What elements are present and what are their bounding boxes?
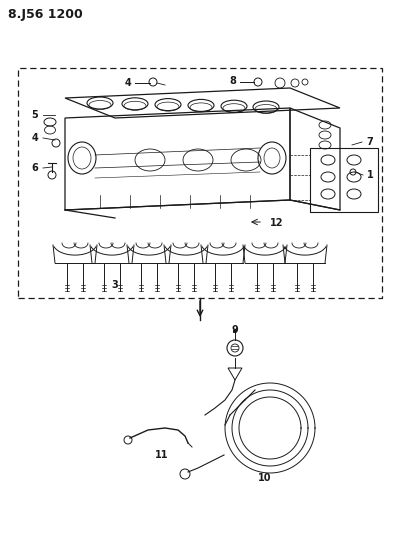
Text: 3: 3 [112, 280, 118, 290]
Text: 10: 10 [258, 473, 272, 483]
Text: 7: 7 [367, 137, 373, 147]
Bar [18, 68, 382, 298]
Circle shape [234, 329, 236, 333]
Text: 1: 1 [367, 170, 373, 180]
Text: 11: 11 [155, 450, 169, 460]
Text: 8: 8 [230, 76, 236, 86]
Text: 9: 9 [232, 325, 238, 335]
Text: 4: 4 [125, 78, 131, 88]
Text: 5: 5 [32, 110, 38, 120]
Text: 4: 4 [32, 133, 38, 143]
Text: 6: 6 [32, 163, 38, 173]
Text: 12: 12 [270, 218, 284, 228]
Text: 8.J56 1200: 8.J56 1200 [8, 8, 83, 21]
